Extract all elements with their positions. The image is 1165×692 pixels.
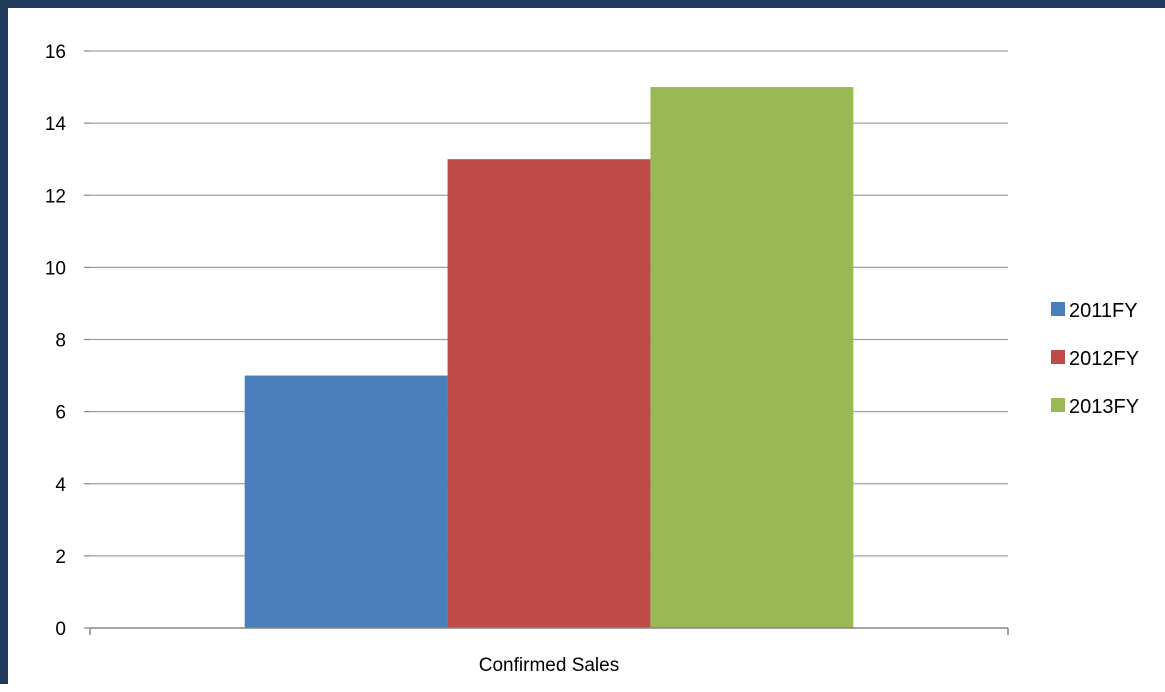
y-tick-label: 8 xyxy=(55,331,66,352)
legend-label: 2011FY xyxy=(1069,300,1138,322)
y-tick-label: 4 xyxy=(55,475,66,496)
legend-swatch-2011FY xyxy=(1051,302,1065,316)
category-label: Confirmed Sales xyxy=(479,655,619,676)
bar-2013FY xyxy=(650,87,854,628)
bar-2012FY xyxy=(447,159,651,628)
y-tick-label: 10 xyxy=(45,258,66,279)
y-tick-label: 16 xyxy=(45,42,66,63)
bars xyxy=(244,87,854,628)
y-tick-label: 0 xyxy=(55,619,66,640)
y-tick-label: 2 xyxy=(55,547,66,568)
category-labels: Confirmed Sales xyxy=(479,655,619,676)
legend-label: 2012FY xyxy=(1069,348,1139,370)
y-tick-label: 6 xyxy=(55,403,66,424)
legend-swatch-2012FY xyxy=(1051,350,1065,364)
legend: 2011FY 2012FY 2013FY xyxy=(1051,300,1139,418)
x-axis xyxy=(89,627,1009,635)
legend-swatch-2013FY xyxy=(1051,398,1065,412)
bar-2011FY xyxy=(244,375,448,628)
y-tick-label: 14 xyxy=(45,114,67,135)
y-axis-tick-labels: 0 2 4 6 8 10 12 14 16 xyxy=(45,42,67,640)
legend-label: 2013FY xyxy=(1069,396,1139,418)
bar-chart: 0 2 4 6 8 10 12 14 16 Confirmed Sales 2011FY 2012… xyxy=(45,42,1139,676)
y-tick-label: 12 xyxy=(45,186,66,207)
